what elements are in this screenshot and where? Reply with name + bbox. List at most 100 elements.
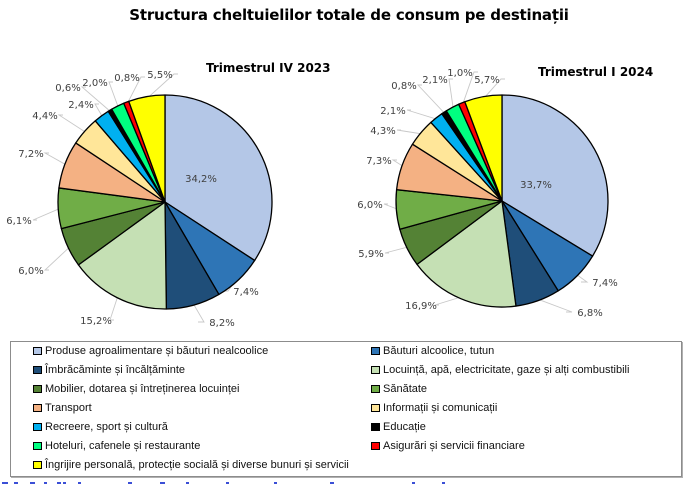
leader-line [391,159,405,168]
pie-slice [464,94,503,202]
leader-line [575,273,589,283]
legend-item: Îmbrăcăminte și încălțăminte [33,364,185,376]
leader-line [384,246,409,254]
clipped-footer-text [0,481,698,485]
data-label: 6,8% [577,308,602,319]
legend: Produse agroalimentare și băuturi nealco… [10,341,682,477]
leader-lines [383,71,589,313]
legend-swatch [33,423,42,431]
legend-swatch [33,385,42,393]
legend-item: Transport [33,402,92,414]
data-label: 16,9% [405,301,437,312]
legend-swatch [371,423,380,431]
data-label: 0,8% [114,73,139,84]
legend-label: Locuință, apă, electricitate, gaze și al… [383,364,630,376]
leader-line [434,296,462,306]
pie-slice [77,201,167,310]
data-label: 7,3% [366,156,391,167]
data-label: 5,5% [147,70,172,81]
leader-line [109,295,119,321]
legend-swatch [33,461,42,469]
legend-label: Îngrijire personală, protecție socială ș… [45,459,349,471]
leader-line [396,129,423,135]
data-label: 6,1% [6,216,31,227]
leader-line [32,207,61,221]
leader-line [43,152,67,166]
pie-q1-2024: 33,7% 7,4% 6,8% 16,9% 5,9% 6,0% 7,3% 4,3% 2,1% 0,… [357,68,617,319]
leader-line [483,78,505,99]
leader-line [57,114,87,133]
leader-line [406,109,438,120]
pie-slice [416,200,517,308]
leader-line [448,78,454,110]
leader-line [80,86,112,113]
legend-swatch [33,347,42,355]
legend-label: Transport [45,402,92,414]
data-label: 7,4% [592,278,617,289]
leader-line [192,302,205,323]
data-label: 0,8% [391,81,416,92]
data-label: 0,6% [55,83,80,94]
chart-subtitle-q4-2023: Trimestrul IV 2023 [206,61,331,75]
data-label: 7,2% [18,149,43,160]
chart-subtitle-q1-2024: Trimestrul I 2024 [538,65,654,79]
leader-line [43,246,71,271]
legend-swatch [371,366,380,374]
data-label: 4,3% [370,126,395,137]
legend-swatch [371,442,380,450]
legend-item: Băuturi alcoolice, tutun [371,345,494,357]
legend-label: Hoteluri, cafenele și restaurante [45,440,201,452]
data-label: 1,0% [447,68,472,79]
pie-charts: 34,2% 7,4% 8,2% 15,2% 6,0% 6,1% 7,2% 4,4% 2,4% 0,… [6,68,617,329]
legend-item: Informații și comunicații [371,402,497,414]
data-label: 2,4% [68,100,93,111]
pie-slice [128,94,166,203]
legend-label: Educație [383,421,426,433]
legend-label: Îmbrăcăminte și încălțăminte [45,364,185,376]
leader-line [108,81,119,109]
data-label: 34,2% [185,174,217,185]
leader-line [462,71,478,105]
slices [57,94,273,310]
legend-label: Sănătate [383,383,428,395]
data-label: 5,7% [474,75,499,86]
legend-swatch [33,404,42,412]
legend-item: Hoteluri, cafenele și restaurante [33,440,200,452]
data-labels: 33,7% 7,4% 6,8% 16,9% 5,9% 6,0% 7,3% 4,3% 2,1% 0,… [357,68,617,319]
data-label: 6,0% [18,266,43,277]
data-label: 7,4% [233,287,258,298]
pie-q4-2023: 34,2% 7,4% 8,2% 15,2% 6,0% 6,1% 7,2% 4,4% 2,4% 0,… [6,70,273,329]
leader-line [383,203,399,210]
legend-label: Asigurări și servicii financiare [383,440,525,452]
legend-item: Locuință, apă, electricitate, gaze și al… [371,364,629,376]
data-labels: 34,2% 7,4% 8,2% 15,2% 6,0% 6,1% 7,2% 4,4% 2,4% 0,… [6,70,258,329]
legend-item: Sănătate [371,383,427,395]
slices [395,94,609,308]
leader-line [94,103,104,118]
legend-swatch [371,347,380,355]
leader-line [126,76,145,105]
legend-label: Recreere, sport și cultură [45,421,168,433]
data-label: 2,1% [380,106,405,117]
legend-item: Asigurări și servicii financiare [371,440,525,452]
data-label: 33,7% [520,180,552,191]
legend-item: Mobilier, dotarea și întreținerea locuin… [33,383,239,395]
legend-swatch [33,442,42,450]
data-label: 2,1% [422,75,447,86]
data-label: 8,2% [209,318,234,329]
legend-label: Mobilier, dotarea și întreținerea locuin… [45,383,240,395]
legend-label: Băuturi alcoolice, tutun [383,345,495,357]
legend-swatch [371,404,380,412]
leader-line [537,298,573,313]
data-label: 15,2% [80,316,112,327]
data-label: 4,4% [32,111,57,122]
pie-slice [501,94,609,257]
legend-item: Educație [371,421,426,433]
chart-title: Structura cheltuielilor totale de consum… [129,6,569,24]
leader-line [416,84,446,115]
legend-item: Produse agroalimentare și băuturi nealco… [33,345,268,357]
data-label: 6,0% [357,200,382,211]
legend-swatch [371,385,380,393]
legend-swatch [33,366,42,374]
data-label: 2,0% [82,78,107,89]
